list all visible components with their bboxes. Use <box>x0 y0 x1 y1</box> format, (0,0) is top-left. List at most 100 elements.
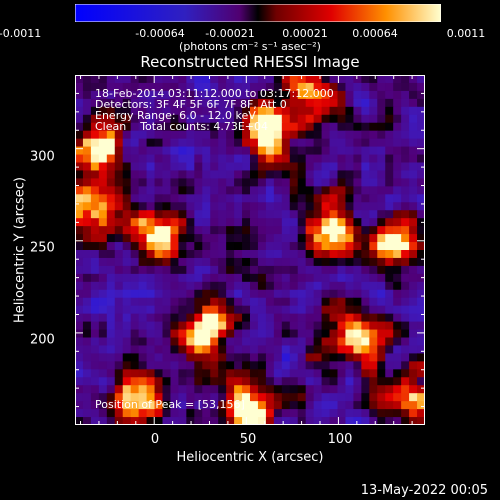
heatmap-cell <box>393 273 402 283</box>
heatmap-cell <box>130 114 140 124</box>
heatmap-cell <box>289 401 299 410</box>
heatmap-cell <box>401 305 410 315</box>
heatmap-cell <box>226 393 235 402</box>
heatmap-cell <box>194 98 203 108</box>
heatmap-cell <box>114 178 124 187</box>
heatmap-cell <box>265 329 275 338</box>
heatmap-cell <box>385 210 394 219</box>
heatmap-cell <box>369 273 378 283</box>
heatmap-cell <box>369 281 378 291</box>
heatmap-cell <box>75 377 84 386</box>
heatmap-cell <box>329 377 338 386</box>
heatmap-cell <box>393 265 402 275</box>
heatmap-cell <box>130 154 140 163</box>
heatmap-cell <box>106 122 116 132</box>
heatmap-cell <box>178 361 187 370</box>
heatmap-cell <box>385 114 394 124</box>
heatmap-cell <box>146 170 156 179</box>
heatmap-cell <box>194 186 203 195</box>
heatmap-cell <box>337 313 346 323</box>
heatmap-cell <box>377 329 386 338</box>
heatmap-cell <box>106 377 116 386</box>
heatmap-cell <box>369 98 378 108</box>
heatmap-cell <box>186 401 195 410</box>
heatmap-cell <box>122 250 132 259</box>
heatmap-cell <box>297 130 307 140</box>
heatmap-cell <box>329 122 338 132</box>
heatmap-cell <box>409 265 418 275</box>
heatmap-cell <box>313 305 323 315</box>
heatmap-cell <box>369 353 378 362</box>
heatmap-cell <box>106 178 116 187</box>
heatmap-cell <box>106 170 116 179</box>
heatmap-cell <box>305 218 315 227</box>
heatmap-cell <box>273 337 283 346</box>
heatmap-cell <box>90 401 100 410</box>
heatmap-cell <box>218 369 227 378</box>
heatmap-cell <box>146 257 156 267</box>
heatmap-cell <box>417 281 425 291</box>
heatmap-cell <box>329 218 338 227</box>
heatmap-cell <box>242 194 251 203</box>
heatmap-cell <box>138 122 148 132</box>
heatmap-cell <box>90 202 100 211</box>
heatmap-cell <box>281 242 291 251</box>
heatmap-cell <box>417 130 425 140</box>
heatmap-cell <box>170 82 179 92</box>
heatmap-cell <box>377 218 386 227</box>
heatmap-cell <box>90 337 100 346</box>
heatmap-cell <box>257 250 267 259</box>
heatmap-cell <box>321 218 331 227</box>
heatmap-cell <box>250 178 259 187</box>
heatmap-cell <box>114 146 124 156</box>
heatmap-cell <box>154 401 163 410</box>
heatmap-cell <box>401 393 410 402</box>
heatmap-cell <box>210 250 219 259</box>
heatmap-cell <box>313 337 323 346</box>
heatmap-cell <box>194 242 203 251</box>
heatmap-cell <box>353 154 362 163</box>
heatmap-cell <box>353 194 362 203</box>
heatmap-cell <box>361 257 370 267</box>
heatmap-cell <box>202 242 211 251</box>
heatmap-cell <box>202 289 211 299</box>
heatmap-cell <box>393 297 402 307</box>
heatmap-cell <box>146 313 156 323</box>
heatmap-cell <box>385 353 394 362</box>
heatmap-cell <box>218 178 227 187</box>
heatmap-cell <box>393 154 402 163</box>
heatmap-cell <box>210 146 219 156</box>
heatmap-cell <box>138 250 148 259</box>
heatmap-cell <box>186 146 195 156</box>
heatmap-cell <box>98 202 108 211</box>
heatmap-cell <box>321 329 331 338</box>
heatmap-cell <box>90 146 100 156</box>
heatmap-cell <box>257 114 267 124</box>
heatmap-cell <box>138 186 148 195</box>
heatmap-cell <box>265 393 275 402</box>
heatmap-cell <box>409 75 418 84</box>
heatmap-cell <box>393 281 402 291</box>
heatmap-cell <box>289 234 299 243</box>
heatmap-cell <box>186 393 195 402</box>
heatmap-cell <box>313 353 323 362</box>
heatmap-cell <box>377 194 386 203</box>
heatmap-cell <box>178 417 187 425</box>
heatmap-cell <box>154 242 163 251</box>
heatmap-cell <box>417 138 425 148</box>
heatmap-cell <box>162 242 171 251</box>
heatmap-cell <box>130 257 140 267</box>
x-tick-label: 50 <box>239 432 257 447</box>
heatmap-cell <box>146 345 156 354</box>
heatmap-cell <box>194 361 203 370</box>
heatmap-cell <box>178 281 187 291</box>
heatmap-cell <box>377 361 386 370</box>
heatmap-cell <box>218 210 227 219</box>
heatmap-cell <box>130 210 140 219</box>
heatmap-cell <box>82 218 92 227</box>
heatmap-cell <box>186 234 195 243</box>
heatmap-cell <box>162 226 171 235</box>
heatmap-cell <box>130 401 140 410</box>
heatmap-cell <box>138 377 148 386</box>
heatmap-cell <box>186 242 195 251</box>
